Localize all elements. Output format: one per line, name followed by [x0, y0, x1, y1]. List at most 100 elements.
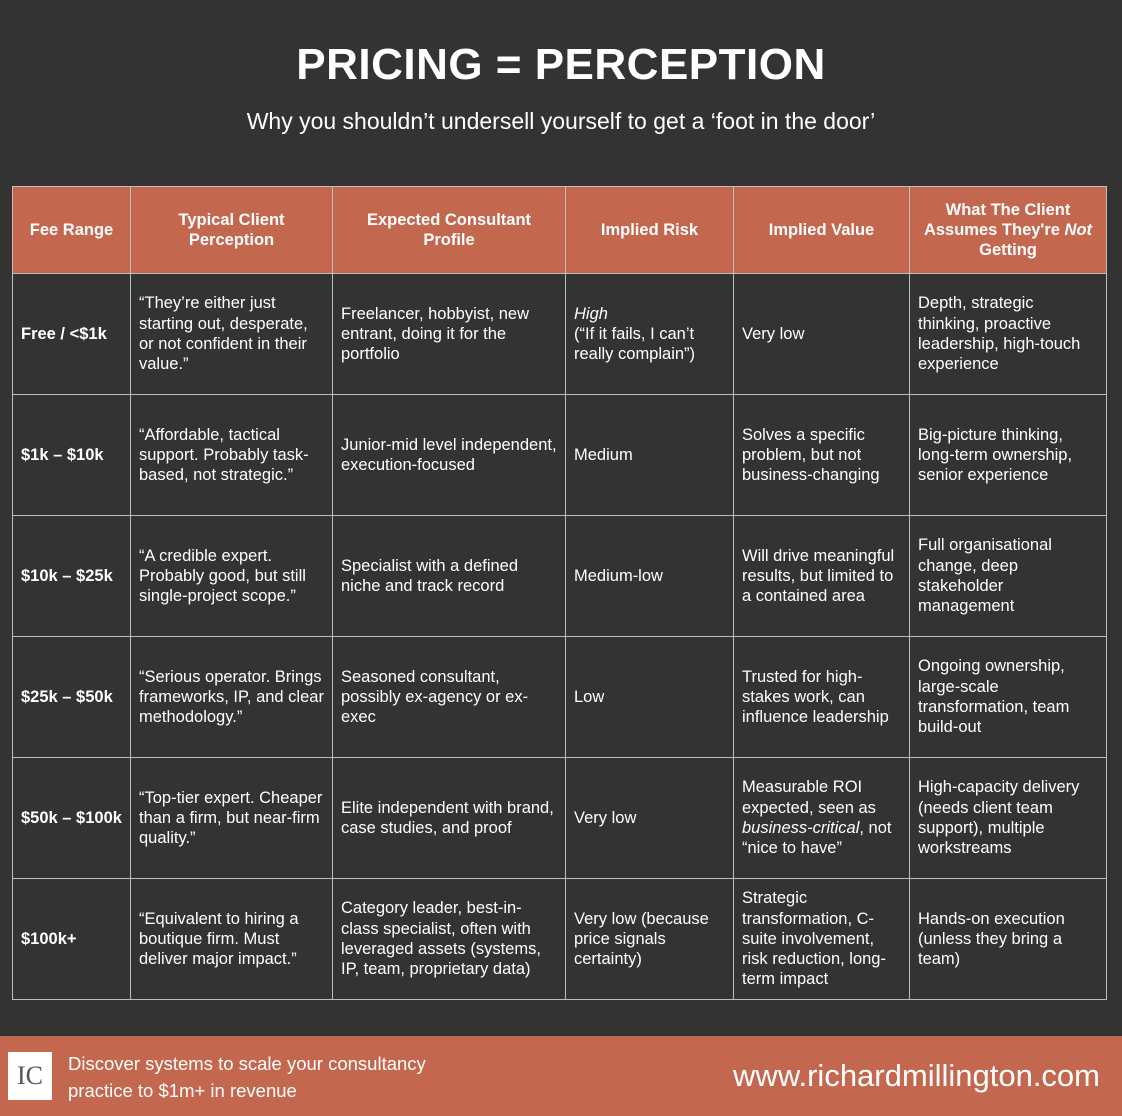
fee-range: $50k – $100k — [12, 757, 131, 879]
column-header: Implied Risk — [565, 186, 734, 274]
cell-text: “They’re either just starting out, despe… — [139, 294, 308, 374]
cell-text: Big-picture thinking, long-term ownershi… — [918, 425, 1073, 485]
cell-text: Seasoned consultant, possibly ex-agency … — [341, 667, 529, 727]
column-header: Implied Value — [733, 186, 910, 274]
cell-text: Strategic transformation, C-suite involv… — [742, 889, 886, 989]
cell-text: Medium — [574, 445, 633, 464]
table-cell: Ongoing ownership, large-scale transform… — [909, 636, 1107, 758]
column-header: Fee Range — [12, 186, 131, 274]
table-cell: “A credible expert. Probably good, but s… — [130, 515, 333, 637]
column-header: Typical Client Perception — [130, 186, 333, 274]
cell-line: Measurable ROI expected, seen as busines… — [742, 777, 901, 858]
cell-line: (“If it fails, I can’t really complain”) — [574, 324, 725, 365]
table-cell: High-capacity delivery (needs client tea… — [909, 757, 1107, 879]
cell-text: Fee Range — [29, 221, 114, 239]
table-cell: Depth, strategic thinking, proactive lea… — [909, 273, 1107, 395]
text: What The Client Assumes They're — [923, 201, 1071, 239]
table-cell: Very low — [565, 757, 734, 879]
cell-text: Will drive meaningful results, but limit… — [742, 546, 895, 606]
cell-text: “A credible expert. Probably good, but s… — [139, 546, 306, 606]
table-cell: Medium — [565, 394, 734, 516]
fee-range: Free / <$1k — [12, 273, 131, 395]
table-cell: Low — [565, 636, 734, 758]
cell-text: $25k – $50k — [21, 687, 113, 706]
text: Getting — [979, 241, 1037, 259]
fee-range: $25k – $50k — [12, 636, 131, 758]
table-row: $100k+ “Equivalent to hiring a boutique f… — [12, 878, 1107, 1000]
cell-text: Hands-on execution (unless they bring a … — [918, 909, 1065, 969]
emphasis: Not — [1064, 221, 1093, 239]
table-body: Free / <$1k “They’re either just starting… — [12, 273, 1107, 1000]
table-cell: Specialist with a defined niche and trac… — [332, 515, 566, 637]
table-row: Free / <$1k “They’re either just starting… — [12, 273, 1107, 395]
cell-text: “Top-tier expert. Cheaper than a firm, b… — [139, 788, 323, 848]
table-row: $1k – $10k “Affordable, tactical support.… — [12, 394, 1107, 516]
emphasis: business-critical — [742, 819, 860, 837]
table-cell: “Equivalent to hiring a boutique firm. M… — [130, 878, 333, 1000]
website-link[interactable]: www.richardmillington.com — [733, 1058, 1100, 1093]
table-row: $10k – $25k “A credible expert. Probably … — [12, 515, 1107, 637]
header-row: Fee Range Typical Client Perception Expect… — [12, 186, 1107, 274]
footer: IC Discover systems to scale your consul… — [0, 1036, 1122, 1116]
table-cell: “Affordable, tactical support. Probably … — [130, 394, 333, 516]
cell-line: High — [574, 304, 725, 324]
table-row: $50k – $100k “Top-tier expert. Cheaper th… — [12, 757, 1107, 879]
table-cell: “They’re either just starting out, despe… — [130, 273, 333, 395]
fee-range: $1k – $10k — [12, 394, 131, 516]
table-cell: High (“If it fails, I can’t really compla… — [565, 273, 734, 395]
table-cell: “Top-tier expert. Cheaper than a firm, b… — [130, 757, 333, 879]
table-cell: “Serious operator. Brings frameworks, IP… — [130, 636, 333, 758]
table-cell: Junior-mid level independent, execution-… — [332, 394, 566, 516]
column-header: Expected Consultant Profile — [332, 186, 566, 274]
table-cell: Freelancer, hobbyist, new entrant, doing… — [332, 273, 566, 395]
cell-text: Specialist with a defined niche and trac… — [341, 556, 519, 595]
column-header: What The Client Assumes They're Not Gett… — [909, 186, 1107, 274]
cell-text: $50k – $100k — [21, 808, 122, 827]
table-cell: Seasoned consultant, possibly ex-agency … — [332, 636, 566, 758]
cell-text: Free / <$1k — [21, 324, 107, 343]
cell-text: Very low (because price signals certaint… — [574, 909, 709, 969]
cell-line: What The Client Assumes They're Not Gett… — [918, 200, 1098, 260]
logo: IC — [8, 1052, 52, 1100]
title: PRICING = PERCEPTION — [296, 40, 826, 89]
table-cell: Big-picture thinking, long-term ownershi… — [909, 394, 1107, 516]
table-cell: Solves a specific problem, but not busin… — [733, 394, 910, 516]
cell-text: Junior-mid level independent, execution-… — [341, 435, 557, 474]
cell-text: Elite independent with brand, case studi… — [341, 798, 554, 837]
cell-text: Very low — [574, 808, 637, 827]
table-cell: Very low (because price signals certaint… — [565, 878, 734, 1000]
cell-text: Implied Value — [768, 221, 875, 239]
cell-text: “Equivalent to hiring a boutique firm. M… — [139, 909, 299, 969]
fee-range: $100k+ — [12, 878, 131, 1000]
subtitle: Why you shouldn’t undersell yourself to … — [246, 108, 876, 134]
table-cell: Measurable ROI expected, seen as busines… — [733, 757, 910, 879]
cta-text: Discover systems to scale your consultan… — [68, 1053, 426, 1101]
table-cell: Category leader, best-in-class specialis… — [332, 878, 566, 1000]
cell-text: Very low — [742, 324, 805, 343]
table-cell: Medium-low — [565, 515, 734, 637]
table-cell: Very low — [733, 273, 910, 395]
table-cell: Strategic transformation, C-suite involv… — [733, 878, 910, 1000]
table-cell: Full organisational change, deep stakeho… — [909, 515, 1107, 637]
table-cell: Elite independent with brand, case studi… — [332, 757, 566, 879]
table-cell: Hands-on execution (unless they bring a … — [909, 878, 1107, 1000]
fee-range: $10k – $25k — [12, 515, 131, 637]
cell-text: Expected Consultant Profile — [366, 211, 532, 249]
table-cell: Trusted for high-stakes work, can influe… — [733, 636, 910, 758]
cell-text: Trusted for high-stakes work, can influe… — [742, 667, 889, 727]
cell-text: Typical Client Perception — [178, 211, 285, 249]
cell-text: $10k – $25k — [21, 566, 113, 585]
table-row: $25k – $50k “Serious operator. Brings fra… — [12, 636, 1107, 758]
cell-text: High-capacity delivery (needs client tea… — [918, 778, 1080, 858]
cell-text: “Serious operator. Brings frameworks, IP… — [139, 667, 324, 727]
cell-text: Depth, strategic thinking, proactive lea… — [918, 294, 1081, 374]
table-cell: Will drive meaningful results, but limit… — [733, 515, 910, 637]
text: (“If it fails, I can’t really complain”) — [574, 324, 696, 364]
cell-text: Implied Risk — [600, 221, 699, 239]
cell-text: Solves a specific problem, but not busin… — [742, 425, 880, 485]
pricing-table: Fee Range Typical Client Perception Expect… — [12, 186, 1107, 1000]
emphasis: High — [574, 304, 608, 323]
text: , not “nice to have” — [742, 819, 892, 858]
cell-text: Low — [574, 687, 605, 706]
